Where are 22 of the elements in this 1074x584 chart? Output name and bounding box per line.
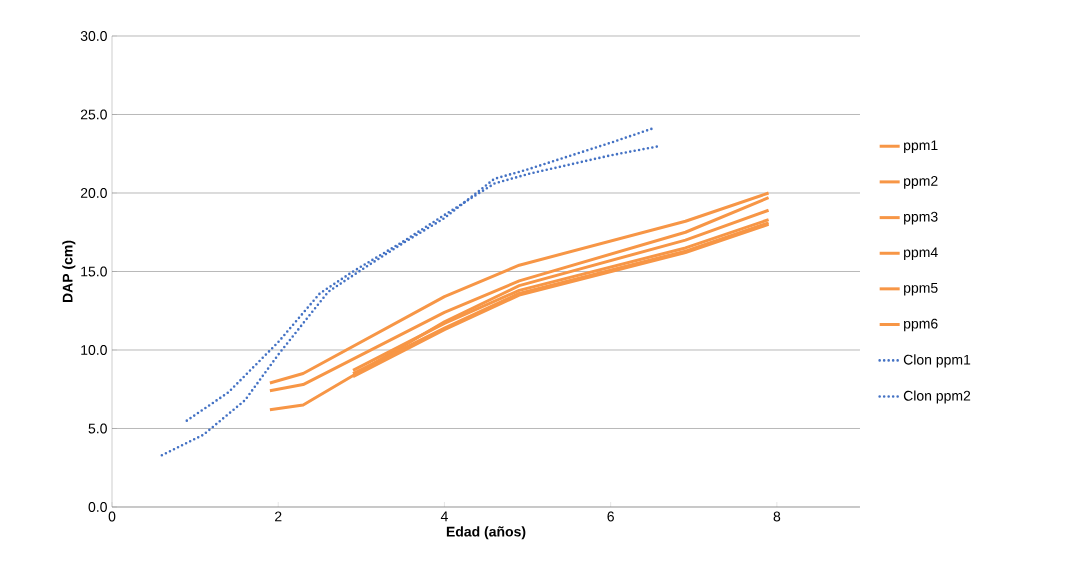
x-tick-label: 2 <box>275 511 282 522</box>
legend-label: Clon ppm2 <box>903 390 971 404</box>
x-tick-label: 0 <box>108 511 116 522</box>
y-tick-label: 25.0 <box>80 109 107 120</box>
y-tick-label: 20.0 <box>80 188 107 198</box>
x-tick-label: 8 <box>773 511 781 522</box>
legend-label: ppm3 <box>904 211 938 225</box>
legend-label: ppm4 <box>904 247 938 261</box>
x-tick-label: 6 <box>607 511 614 522</box>
y-tick-label: 10.0 <box>81 345 107 355</box>
legend-label: ppm6 <box>904 318 938 332</box>
y-tick-label: 15.0 <box>81 266 107 277</box>
legend-label: ppm2 <box>904 176 938 189</box>
y-axis-title: DAP (cm) <box>62 240 76 303</box>
y-tick-label: 5.0 <box>88 423 107 434</box>
x-tick-label: 4 <box>440 511 448 522</box>
legend-label: ppm1 <box>904 140 938 153</box>
y-tick-label: 30.0 <box>80 31 107 41</box>
legend-label: Clon ppm1 <box>903 354 971 368</box>
y-tick-label: 0.0 <box>88 502 107 512</box>
x-axis-title: Edad (años) <box>446 526 526 540</box>
legend-label: ppm5 <box>904 283 938 296</box>
